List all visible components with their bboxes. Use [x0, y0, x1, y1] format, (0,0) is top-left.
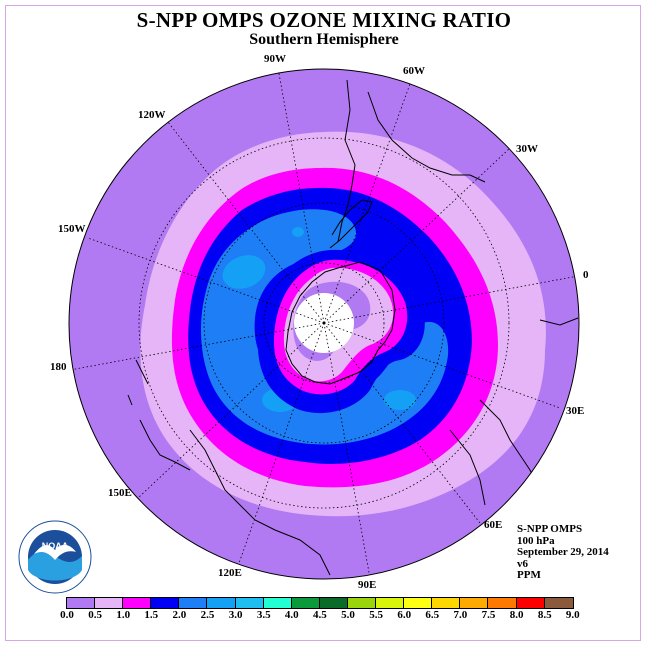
info-instrument: S-NPP OMPS	[517, 523, 583, 535]
lon-label-90e: 90E	[358, 579, 376, 591]
info-level: 100 hPa	[517, 534, 555, 547]
lon-label-150e: 150E	[108, 487, 132, 499]
info-date: September 29, 2014	[517, 546, 609, 558]
lon-label-90w: 90W	[264, 53, 286, 65]
info-version: v6	[517, 557, 528, 570]
coastlines	[127, 79, 579, 576]
colorbar-segment-15	[488, 598, 517, 608]
colorbar-segment-5	[207, 598, 236, 608]
new-zealand-coast	[127, 359, 149, 406]
colorbar-segment-14	[460, 598, 489, 608]
lon-label-180: 180	[50, 361, 67, 373]
antarctic-peninsula	[329, 199, 373, 249]
noaa-logo-text: NOAA	[42, 541, 69, 551]
colorbar-tick-label: 7.5	[481, 609, 496, 621]
colorbar-tick-label: 7.0	[453, 609, 468, 621]
map-subtitle: Southern Hemisphere	[249, 31, 399, 48]
colorbar-tick-label: 6.0	[397, 609, 412, 621]
colorbar-tick-label: 5.0	[341, 609, 355, 621]
colorbar-segment-3	[151, 598, 180, 608]
lon-label-120e: 120E	[218, 567, 242, 579]
colorbar-tick-label: 6.5	[425, 609, 440, 621]
graticule-meridians	[69, 69, 579, 579]
lon-label-150w: 150W	[58, 223, 86, 235]
colorbar-segment-8	[291, 598, 320, 608]
colorbar-segment-12	[404, 598, 433, 608]
colorbar-tick-label: 5.5	[369, 609, 383, 621]
info-units: PPM	[517, 569, 541, 581]
noaa-logo: NOAA	[18, 520, 92, 594]
colorbar-segment-6	[235, 598, 264, 608]
colorbar-segment-10	[347, 598, 377, 608]
colorbar-tick-label: 2.0	[172, 609, 187, 621]
colorbar-tick-label: 3.0	[228, 609, 243, 621]
lon-label-60e: 60E	[484, 519, 502, 531]
field-blob-2.5-3.0-small	[292, 227, 304, 237]
lon-label-120w: 120W	[138, 109, 166, 121]
colorbar-tick-label: 8.0	[509, 609, 524, 621]
map-title: S-NPP OMPS OZONE MIXING RATIO	[136, 8, 512, 32]
colorbar-tick-label: 8.5	[537, 609, 552, 621]
colorbar-tick-label: 9.0	[565, 609, 580, 621]
field-blob-2.5-3.0-east	[384, 390, 416, 410]
plot-frame	[5, 5, 641, 641]
lon-label-30e: 30E	[566, 405, 584, 417]
graticule-parallels	[138, 137, 510, 509]
map-boundary	[68, 68, 580, 580]
colorbar-segment-4	[179, 598, 208, 608]
colorbar-segment-1	[95, 598, 124, 608]
colorbar-tick-label: 3.5	[256, 609, 271, 621]
lon-label-60w: 60W	[403, 65, 425, 77]
colorbar-tick-label: 1.0	[116, 609, 131, 621]
colorbar-tick-label: 2.5	[200, 609, 215, 621]
colorbar-tick-label: 0.0	[60, 609, 74, 621]
colorbar-tick-label: 4.5	[313, 609, 327, 621]
colorbar-segment-9	[319, 598, 348, 608]
colorbar-segment-7	[263, 598, 292, 608]
info-block: S-NPP OMPS 100 hPa September 29, 2014 v6…	[517, 523, 609, 582]
colorbar	[66, 597, 574, 609]
colorbar-tick-label: 0.5	[88, 609, 102, 621]
colorbar-segment-16	[516, 598, 545, 608]
colorbar-segment-17	[544, 598, 573, 608]
colorbar-segment-2	[123, 598, 152, 608]
colorbar-segment-13	[432, 598, 461, 608]
field-blob-2.5-3.0-west	[222, 255, 266, 289]
colorbar-tick-label: 1.5	[144, 609, 159, 621]
lon-label-30w: 30W	[516, 143, 538, 155]
antarctica-coast	[285, 261, 396, 385]
colorbar-tick-label: 4.0	[284, 609, 299, 621]
colorbar-segment-0	[67, 598, 96, 608]
lon-label-0: 0	[583, 269, 589, 281]
australia-coast	[139, 419, 331, 576]
colorbar-ticks: 0.0 0.5 1.0 1.5 2.0 2.5 3.0 3.5 4.0 4.5 5.0 5.5 6.0 6…	[50, 609, 610, 623]
colorbar-segment-11	[376, 598, 405, 608]
